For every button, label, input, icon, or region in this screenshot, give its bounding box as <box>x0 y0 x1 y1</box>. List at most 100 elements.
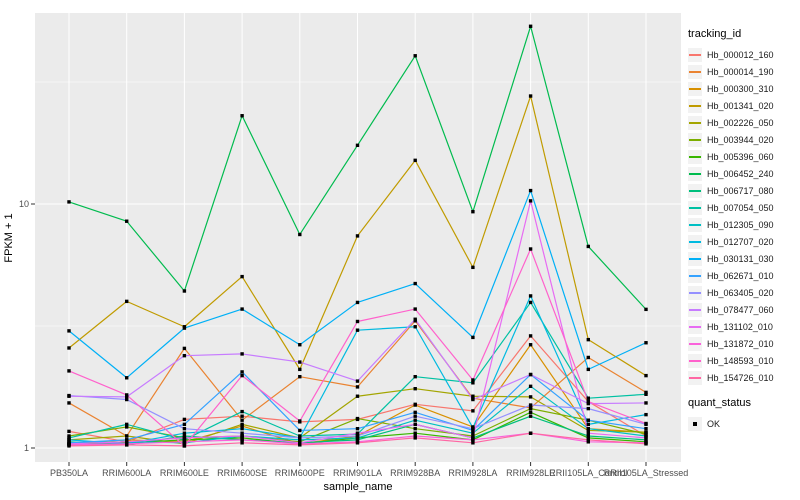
y-axis-title: FPKM + 1 <box>3 213 15 262</box>
legend-entry-label: Hb_001341_020 <box>707 101 774 111</box>
legend-key-swatch <box>688 201 702 215</box>
quant-key-swatch <box>688 417 702 431</box>
legend-key-swatch <box>688 116 702 130</box>
legend-entry-label: Hb_002226_050 <box>707 118 774 128</box>
legend-entry: Hb_154726_010 <box>688 371 800 385</box>
data-point <box>471 335 475 340</box>
legend-entry-label: Hb_000012_160 <box>707 50 774 60</box>
legend-entry-label: Hb_006717_080 <box>707 186 774 196</box>
legend-line-icon <box>689 139 701 141</box>
data-point <box>355 300 360 305</box>
data-point <box>240 438 244 442</box>
data-point <box>125 434 129 438</box>
data-point <box>240 307 244 311</box>
data-point <box>413 426 417 431</box>
data-point <box>355 438 360 442</box>
data-point <box>240 274 244 279</box>
data-point <box>413 281 417 286</box>
legend-key-swatch <box>688 235 702 249</box>
data-point <box>125 299 129 304</box>
data-point <box>355 234 360 238</box>
data-point <box>413 54 417 58</box>
data-point <box>240 414 244 418</box>
data-point <box>644 426 648 431</box>
legend-line-icon <box>689 258 701 260</box>
data-point <box>586 428 590 433</box>
data-point <box>355 416 360 421</box>
x-tick-label: RRIM928LE <box>506 468 555 478</box>
data-point <box>528 294 533 298</box>
data-point <box>471 397 475 402</box>
data-point <box>471 409 475 413</box>
data-point <box>528 431 533 435</box>
data-point <box>586 418 590 422</box>
data-point <box>240 426 244 431</box>
data-point <box>413 410 417 415</box>
legend-entry-label: Hb_131872_010 <box>707 339 774 349</box>
legend-line-icon <box>689 360 701 362</box>
data-point <box>413 307 417 311</box>
data-point <box>240 424 244 428</box>
data-point <box>644 421 648 426</box>
data-point <box>644 432 648 436</box>
data-point <box>471 381 475 385</box>
data-point <box>298 443 302 447</box>
data-point <box>67 438 71 442</box>
legend-line-icon <box>689 377 701 379</box>
data-point <box>644 438 648 442</box>
legend-key-swatch <box>688 48 702 62</box>
data-point <box>471 441 475 445</box>
x-tick-label: RRIM600LE <box>160 468 209 478</box>
legend-entry: Hb_006452_240 <box>688 167 800 181</box>
legend-entry-label: Hb_012305_090 <box>707 220 774 230</box>
legend-key-swatch <box>688 252 702 266</box>
data-point <box>240 434 244 438</box>
legend-key-swatch <box>688 371 702 385</box>
legend-entry-label: Hb_000300_310 <box>707 84 774 94</box>
data-point <box>528 343 533 347</box>
legend-key-swatch <box>688 218 702 232</box>
legend-key-swatch <box>688 99 702 113</box>
data-point <box>298 374 302 379</box>
data-point <box>528 94 533 98</box>
legend-entry: Hb_012305_090 <box>688 218 800 232</box>
data-point <box>528 334 533 338</box>
legend-entry-label: Hb_003944_020 <box>707 135 774 145</box>
legend-line-icon <box>689 105 701 107</box>
data-point <box>298 428 302 433</box>
legend-key-swatch <box>688 82 702 96</box>
legend-key-swatch <box>688 269 702 283</box>
data-point <box>586 396 590 400</box>
legend-line-icon <box>689 156 701 158</box>
legend-line-icon <box>689 326 701 328</box>
legend-line-icon <box>689 309 701 311</box>
legend-entry: Hb_063405_020 <box>688 286 800 300</box>
legend-entry-label: Hb_062671_010 <box>707 271 774 281</box>
legend-entry-label: Hb_154726_010 <box>707 373 774 383</box>
x-tick-label: RRIM600PE <box>275 468 325 478</box>
legend-line-icon <box>689 173 701 175</box>
legend-entry-label: Hb_030131_030 <box>707 254 774 264</box>
data-point <box>182 434 187 438</box>
data-point <box>586 440 590 444</box>
legend-key-swatch <box>688 354 702 368</box>
legend-entry: Hb_002226_050 <box>688 116 800 130</box>
data-point <box>182 438 187 442</box>
legend-entry-label: Hb_063405_020 <box>707 288 774 298</box>
data-point <box>471 438 475 442</box>
legend-line-icon <box>689 88 701 90</box>
legend-entry: Hb_006717_080 <box>688 184 800 198</box>
legend-entry: Hb_003944_020 <box>688 133 800 147</box>
data-point <box>182 426 187 431</box>
data-point <box>586 399 590 404</box>
legend-line-icon <box>689 224 701 226</box>
data-point <box>644 436 648 440</box>
data-point <box>413 434 417 438</box>
data-point <box>586 426 590 431</box>
data-point <box>413 374 417 379</box>
data-point <box>298 232 302 237</box>
data-point <box>355 385 360 389</box>
data-point <box>355 328 360 332</box>
data-point <box>355 431 360 435</box>
